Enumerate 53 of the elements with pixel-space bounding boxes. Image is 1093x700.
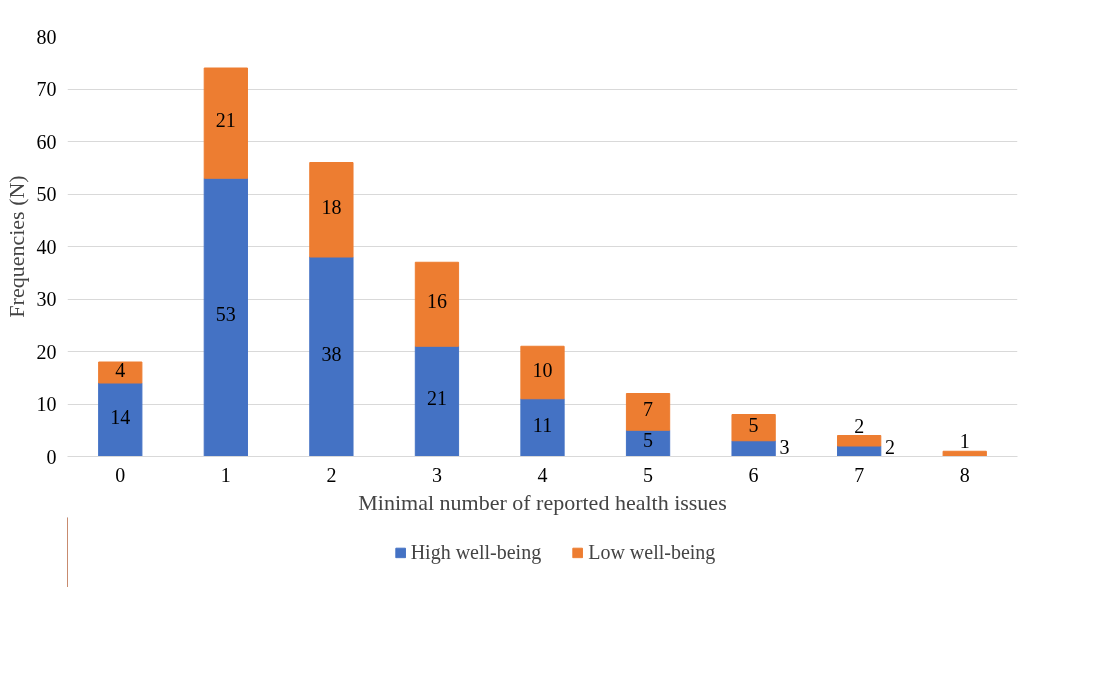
data-label: 2 [854,414,865,437]
data-label: 16 [426,290,447,313]
y-axis-title: Frequencies (N) [3,175,29,318]
data-label: 53 [215,303,236,326]
legend-label: High well-being [410,540,542,564]
y-tick-label: 80 [36,25,57,48]
y-tick-label: 40 [36,235,57,258]
data-label: 2 [885,435,896,458]
data-label: 5 [643,429,654,452]
bar [203,177,248,457]
x-tick-label: 1 [220,463,231,486]
data-label: 4 [115,358,126,381]
bar [731,440,776,457]
bar [98,361,143,384]
x-tick-label: 6 [748,463,759,486]
x-tick-label: 3 [431,463,442,486]
y-tick-label: 30 [36,288,57,310]
bar [414,261,460,347]
data-label: 38 [321,342,342,365]
data-label: 10 [532,358,553,381]
y-tick-label: 60 [36,130,57,153]
bar [731,414,776,442]
x-tick-label: 2 [326,463,337,486]
bar [414,345,460,457]
bar [203,67,248,179]
data-label: 7 [643,397,654,420]
data-label: 18 [321,195,342,218]
x-tick-label: 7 [854,463,865,486]
y-tick-label: 70 [36,78,57,100]
bar [520,398,565,457]
legend-label: Low well-being [588,540,716,564]
y-tick-label: 50 [36,183,57,205]
data-label: 14 [110,405,131,428]
y-tick-label: 10 [36,393,57,415]
bar [837,435,882,447]
x-axis-title: Minimal number of reported health issues [358,489,727,515]
data-label: 5 [748,413,759,436]
x-tick-label: 0 [115,463,126,486]
bar [625,393,671,431]
data-label: 11 [532,413,553,436]
y-tick-label: 20 [36,340,57,363]
bar [309,256,354,457]
data-label: 3 [779,435,790,458]
y-tick-label: 0 [46,445,57,468]
bar [309,162,354,258]
data-label: 21 [426,387,447,410]
bar [520,345,565,400]
x-tick-label: 5 [643,463,654,486]
data-label: 21 [215,109,236,132]
data-label: 1 [959,430,970,453]
x-tick-label: 4 [537,463,548,486]
x-tick-label: 8 [959,463,970,486]
bar [98,382,143,457]
